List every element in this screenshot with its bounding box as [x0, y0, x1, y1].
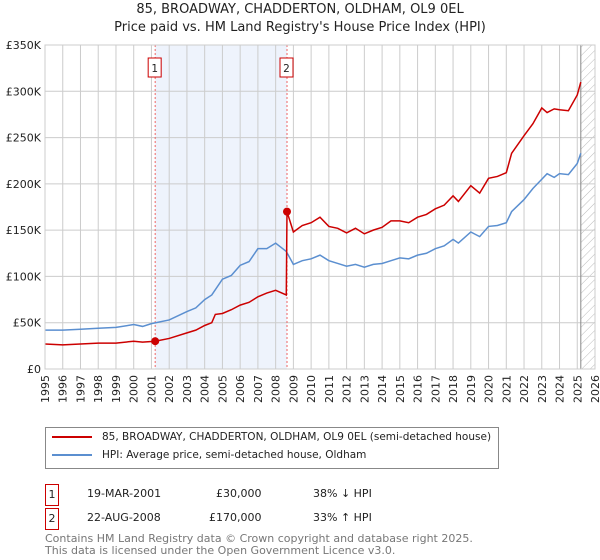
x-tick-label: 1996	[57, 375, 70, 403]
x-tick-label: 2021	[500, 375, 513, 403]
y-tick-label: £300K	[6, 85, 42, 98]
x-tick-label: 2008	[270, 375, 283, 403]
y-tick-label: £150K	[6, 224, 42, 237]
x-tick-label: 2010	[305, 375, 318, 403]
x-tick-label: 2026	[589, 375, 600, 403]
chart-subtitle: Price paid vs. HM Land Registry's House …	[114, 20, 486, 35]
x-tick-label: 2022	[518, 375, 531, 403]
sale-point	[151, 337, 160, 346]
y-tick-label: £0	[27, 363, 41, 376]
y-tick-label: £350K	[6, 39, 42, 52]
ownership-shade	[155, 45, 287, 369]
sale-point	[283, 207, 291, 216]
x-tick-label: 2025	[571, 375, 584, 403]
x-tick-label: 1997	[74, 375, 87, 403]
plot-border	[44, 44, 596, 370]
y-tick-label: £50K	[13, 317, 42, 330]
x-tick-label: 1998	[92, 375, 105, 403]
x-tick-label: 2017	[429, 375, 442, 403]
x-tick-label: 1995	[39, 375, 52, 403]
sale-hpi-relation: 33% ↑ HPI	[313, 511, 372, 524]
sale-marker-box	[279, 57, 294, 78]
footer-line-2: This data is licensed under the Open Gov…	[45, 544, 396, 557]
x-tick-label: 2019	[465, 375, 478, 403]
x-tick-label: 2009	[287, 375, 300, 403]
sale-price: £170,000	[209, 511, 262, 524]
forecast-hatch	[580, 45, 595, 369]
property-legend-swatch	[52, 436, 92, 438]
x-tick-label: 2001	[145, 375, 158, 403]
y-tick-label: £250K	[6, 132, 42, 145]
x-tick-label: 2005	[216, 375, 229, 403]
x-tick-label: 2018	[447, 375, 460, 403]
footer: Contains HM Land Registry data © Crown c…	[45, 533, 473, 557]
legend-hpi: HPI: Average price, semi-detached house,…	[102, 449, 367, 461]
x-tick-label: 2013	[358, 375, 371, 403]
hpi-line	[45, 153, 582, 331]
x-tick-label: 2012	[341, 375, 354, 403]
x-tick-label: 2023	[536, 375, 549, 403]
legend: 85, BROADWAY, CHADDERTON, OLDHAM, OL9 0E…	[45, 427, 499, 469]
x-tick-label: 2003	[181, 375, 194, 403]
x-tick-label: 2015	[394, 375, 407, 403]
y-tick-label: £100K	[6, 270, 42, 283]
y-tick-label: £200K	[6, 178, 42, 191]
x-tick-label: 2002	[163, 375, 176, 403]
sale-marker-label: 1	[151, 63, 158, 75]
x-tick-label: 1999	[110, 375, 123, 403]
sale-number: 1	[45, 484, 59, 506]
x-tick-label: 2020	[483, 375, 496, 403]
property-line	[44, 81, 582, 346]
hpi-legend-swatch	[52, 454, 92, 456]
sale-marker-label: 2	[283, 63, 290, 75]
x-tick-label: 2016	[412, 375, 425, 403]
chart-title: 85, BROADWAY, CHADDERTON, OLDHAM, OL9 0E…	[136, 2, 464, 17]
legend-property: 85, BROADWAY, CHADDERTON, OLDHAM, OL9 0E…	[102, 431, 492, 443]
x-tick-label: 2006	[234, 375, 247, 403]
price-chart: 1995 1996 1997 1998 1999 2000 2001 2002 2003 2004…	[6, 39, 600, 403]
sale-hpi-relation: 38% ↓ HPI	[313, 487, 372, 500]
x-tick-label: 2004	[199, 375, 212, 403]
sale-marker-box	[147, 57, 162, 78]
x-tick-label: 2000	[128, 375, 141, 403]
x-tick-label: 2007	[252, 375, 265, 403]
x-tick-label: 2014	[376, 375, 389, 403]
x-tick-label: 2011	[323, 375, 336, 403]
sale-number: 2	[45, 508, 59, 530]
sale-date: 19-MAR-2001	[87, 487, 162, 500]
footer-line-1: Contains HM Land Registry data © Crown c…	[45, 532, 473, 545]
sale-date: 22-AUG-2008	[87, 511, 161, 524]
x-tick-label: 2024	[554, 375, 567, 403]
sale-price: £30,000	[216, 487, 262, 500]
